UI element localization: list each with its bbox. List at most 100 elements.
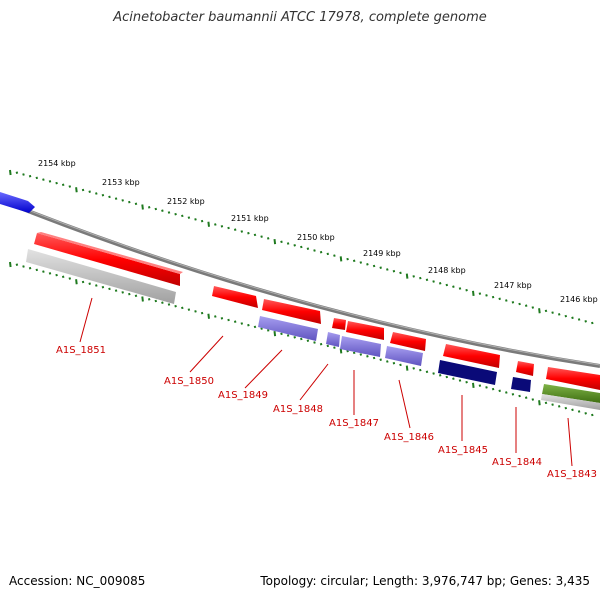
scale-minor-tick [531, 398, 535, 401]
scale-minor-tick [392, 361, 396, 365]
track-gray-1843[interactable] [541, 394, 600, 410]
scale-minor-tick [48, 180, 52, 183]
scale-minor-tick [95, 192, 98, 195]
track-navy-1845[interactable] [438, 360, 497, 385]
scale-major-tick [9, 169, 12, 176]
scale-minor-tick [227, 318, 230, 322]
scale-minor-tick [266, 237, 270, 240]
scale-minor-tick [445, 283, 449, 287]
scale-minor-tick [591, 321, 594, 325]
scale-minor-tick [326, 252, 330, 256]
scale-minor-tick [524, 304, 528, 307]
scale-minor-tick [399, 363, 402, 367]
scale-minor-tick [445, 375, 449, 379]
scale-minor-tick [174, 304, 177, 308]
track-purple-1847[interactable] [340, 336, 381, 357]
track-navy-1844[interactable] [511, 377, 531, 392]
scale-minor-tick [584, 412, 587, 415]
gene-a1s-1845[interactable] [443, 344, 500, 368]
scale-minor-tick [194, 310, 197, 313]
scale-minor-tick [108, 195, 111, 199]
gene-label-a1s-1846[interactable]: A1S_1846 [384, 432, 434, 443]
scale-minor-tick [286, 242, 290, 245]
scale-minor-tick [366, 263, 369, 266]
gene-a1s-1849[interactable] [262, 299, 321, 324]
scale-minor-tick [128, 292, 131, 296]
scale-minor-tick [458, 287, 462, 290]
scale-minor-tick [432, 280, 435, 283]
scale-label: 2148 kbp [428, 266, 466, 275]
gene-label-a1s-1845[interactable]: A1S_1845 [438, 445, 488, 456]
gene-label-a1s-1848[interactable]: A1S_1848 [273, 404, 323, 415]
scale-minor-tick [253, 325, 257, 329]
scale-minor-tick [386, 268, 389, 271]
gene-label-a1s-1844[interactable]: A1S_1844 [492, 457, 542, 468]
gene-label-a1s-1851[interactable]: A1S_1851 [56, 345, 106, 356]
track-purple-1849[interactable] [258, 316, 318, 341]
gene-label-a1s-1849[interactable]: A1S_1849 [218, 390, 268, 401]
scale-minor-tick [511, 301, 515, 304]
scale-minor-tick [485, 386, 488, 389]
gene-a1s-1846[interactable] [390, 332, 426, 351]
scale-major-tick [207, 313, 210, 319]
track-gray-1851[interactable] [26, 249, 176, 304]
gene-a1s-1843[interactable] [546, 367, 600, 390]
scale-major-tick [273, 330, 277, 337]
gene-labels: A1S_1851 A1S_1850 A1S_1849 A1S_1848 A1S_… [56, 345, 597, 480]
scale-minor-tick [491, 295, 495, 299]
scale-minor-tick [15, 263, 19, 266]
gene-a1s-1850[interactable] [212, 286, 258, 308]
summary-text: Topology: circular; Length: 3,976,747 bp… [260, 574, 590, 588]
scale-minor-tick [392, 269, 396, 273]
scale-label: 2149 kbp [363, 249, 401, 258]
gene-leader-lines [79, 297, 573, 467]
scale-minor-tick [187, 216, 191, 219]
gene-a1s-1851[interactable] [34, 233, 180, 286]
scale-minor-tick [564, 314, 568, 318]
gene-a1s-1848[interactable] [332, 318, 346, 330]
scale-minor-tick [571, 408, 574, 412]
scale-minor-tick [280, 240, 283, 244]
scale-minor-tick [266, 329, 270, 332]
scale-minor-tick [200, 311, 204, 315]
scale-minor-tick [557, 405, 561, 408]
scale-minor-tick [42, 270, 45, 273]
scale-minor-tick [293, 244, 296, 247]
gene-a1s-1847[interactable] [346, 321, 384, 340]
track-purple-1846[interactable] [385, 346, 423, 366]
scale-minor-tick [399, 271, 402, 275]
scale-minor-tick [293, 336, 296, 339]
gene-label-a1s-1850[interactable]: A1S_1850 [164, 376, 214, 387]
scale-minor-tick [478, 292, 482, 295]
scale-minor-tick [352, 351, 356, 355]
scale-minor-tick [227, 226, 230, 230]
track-olive-1843[interactable] [542, 384, 600, 403]
upper-scale-ruler [9, 169, 594, 325]
scale-minor-tick [366, 355, 369, 358]
scale-label: 2151 kbp [231, 214, 269, 223]
gene-a1s-1844[interactable] [516, 361, 534, 376]
leader-a1s-1849 [244, 349, 283, 389]
scale-major-tick [538, 308, 541, 314]
gene-partial-blue[interactable] [0, 192, 35, 213]
scale-minor-tick [465, 380, 468, 384]
scale-minor-tick [518, 394, 521, 398]
scale-major-tick [141, 204, 144, 210]
scale-minor-tick [28, 174, 32, 178]
genome-backbone [0, 198, 600, 368]
scale-minor-tick [101, 285, 105, 289]
scale-minor-tick [15, 171, 19, 174]
track-purple-1848[interactable] [326, 332, 340, 347]
scale-minor-tick [300, 337, 303, 341]
scale-label: 2153 kbp [102, 178, 140, 187]
gene-label-a1s-1847[interactable]: A1S_1847 [329, 418, 379, 429]
scale-minor-tick [425, 278, 429, 282]
scale-minor-tick [88, 190, 91, 193]
gene-label-a1s-1843[interactable]: A1S_1843 [547, 469, 597, 480]
scale-minor-tick [359, 261, 363, 264]
scale-minor-tick [240, 322, 244, 325]
scale-major-tick [75, 187, 78, 193]
scale-minor-tick [551, 311, 554, 314]
scale-minor-tick [101, 193, 105, 197]
